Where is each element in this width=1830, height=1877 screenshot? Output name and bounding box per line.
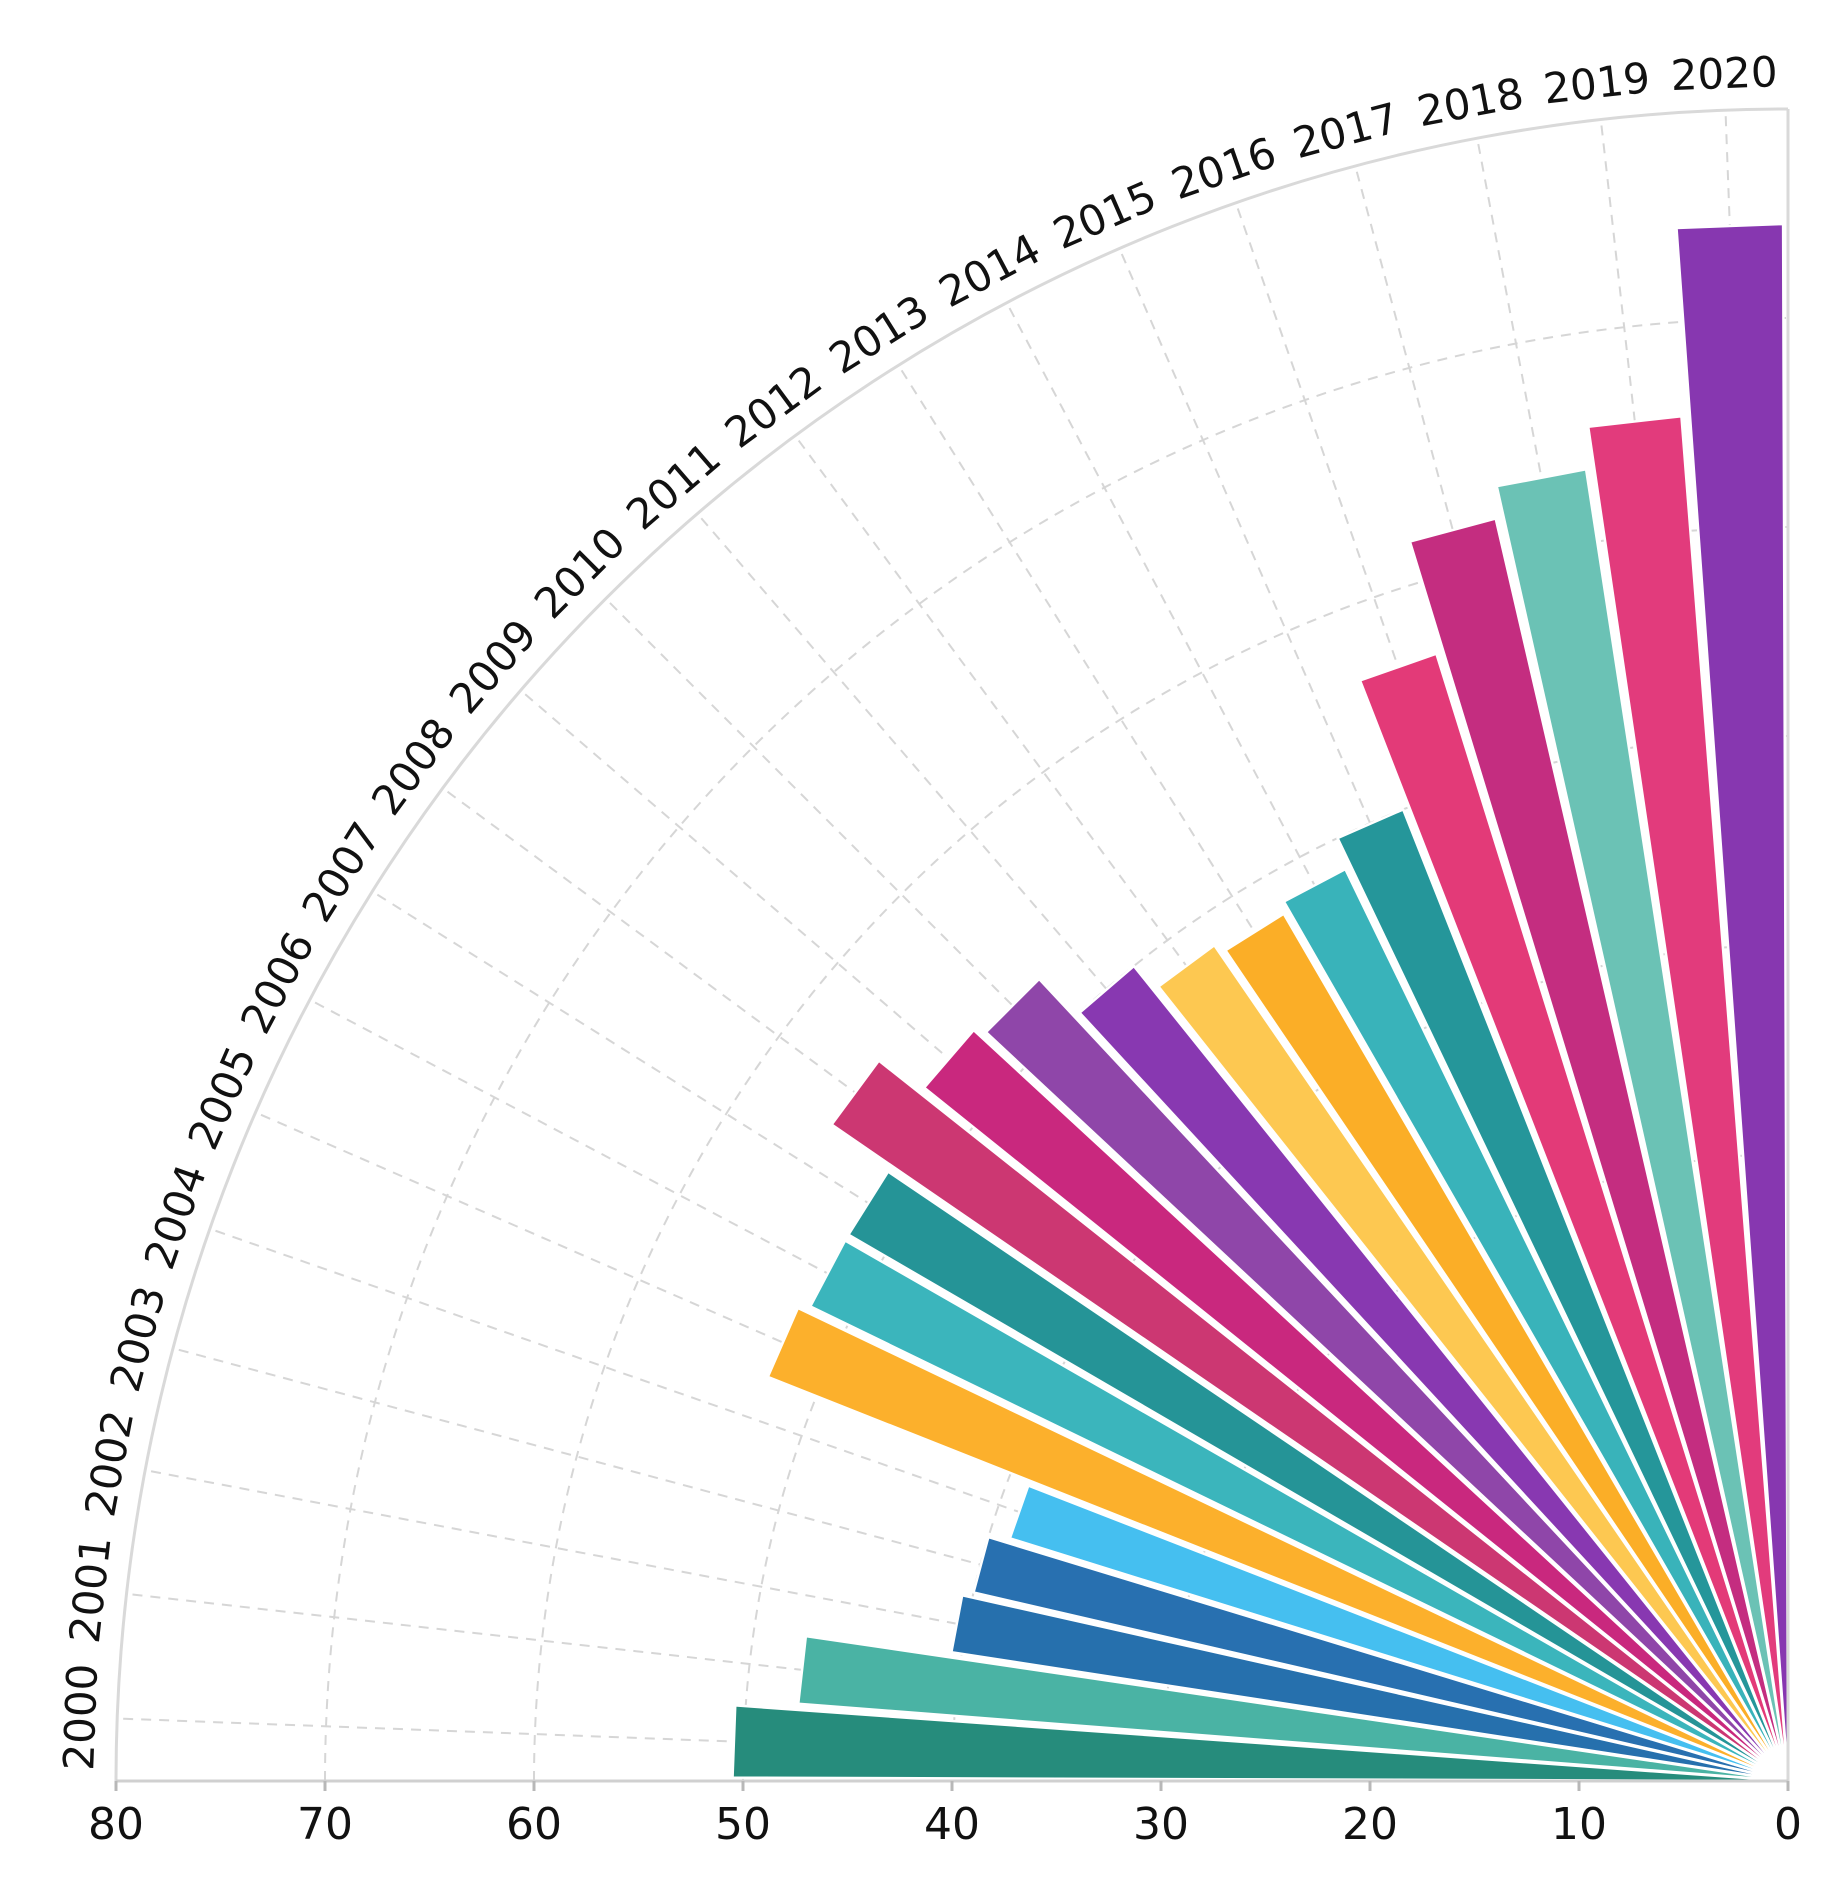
bar-2005 [766, 1306, 1790, 1783]
bar-2004 [1008, 1484, 1790, 1783]
radius-tick-label: 30 [1133, 1799, 1189, 1850]
bar-2001 [797, 1634, 1790, 1783]
bar-2020 [1675, 222, 1790, 1783]
category-label-2006: 2006 [231, 924, 324, 1041]
category-label-2001: 2001 [60, 1534, 121, 1646]
bar-2009 [922, 1028, 1790, 1783]
bar-2011 [1078, 964, 1790, 1783]
category-label-2011: 2011 [617, 433, 730, 540]
radius-tick-label: 70 [297, 1799, 353, 1850]
radius-tick-label: 20 [1342, 1799, 1398, 1850]
grid-arc [324, 317, 1789, 1782]
bars-layer [731, 222, 1790, 1783]
bar-2002 [950, 1593, 1790, 1783]
bar-2006 [809, 1239, 1790, 1783]
bar-2017 [1408, 517, 1790, 1783]
axis-layer: 0 10 20 30 40 50 60 70 80 [88, 107, 1802, 1850]
bar-2007 [847, 1170, 1790, 1783]
radius-tick-label: 50 [715, 1799, 771, 1850]
radius-tick-label: 10 [1551, 1799, 1607, 1850]
bar-2000 [731, 1704, 1790, 1783]
category-label-2018: 2018 [1413, 68, 1527, 136]
bar-2013 [1224, 912, 1790, 1783]
category-label-2014: 2014 [931, 224, 1048, 317]
category-label-2020: 2020 [1670, 47, 1779, 100]
radius-tick-label: 0 [1774, 1799, 1802, 1850]
bar-2018 [1495, 468, 1790, 1783]
category-label-2010: 2010 [525, 518, 635, 628]
category-label-2013: 2013 [821, 285, 938, 383]
bar-2003 [972, 1535, 1790, 1783]
radius-tick-label: 40 [924, 1799, 980, 1850]
radius-tick-label: 80 [88, 1799, 144, 1850]
bar-2010 [984, 977, 1790, 1783]
bar-2012 [1157, 944, 1790, 1783]
radius-tick-label: 60 [506, 1799, 562, 1850]
bar-2014 [1282, 867, 1790, 1783]
bar-2008 [830, 1059, 1790, 1783]
bar-2015 [1336, 808, 1790, 1783]
category-label-2005: 2005 [178, 1039, 266, 1157]
grid-arc [742, 735, 1789, 1782]
category-label-2016: 2016 [1165, 128, 1282, 210]
category-label-2004: 2004 [135, 1158, 217, 1275]
bar-2016 [1358, 652, 1790, 1783]
category-label-2002: 2002 [75, 1406, 143, 1520]
category-label-2008: 2008 [362, 709, 465, 824]
outer-arc [114, 107, 1789, 1782]
category-label-2012: 2012 [716, 355, 831, 458]
category-label-2009: 2009 [440, 610, 547, 723]
category-label-2015: 2015 [1046, 171, 1164, 259]
category-label-2000: 2000 [54, 1663, 107, 1772]
category-label-2019: 2019 [1541, 53, 1653, 114]
category-label-2007: 2007 [292, 814, 390, 931]
bar-2019 [1586, 414, 1790, 1783]
